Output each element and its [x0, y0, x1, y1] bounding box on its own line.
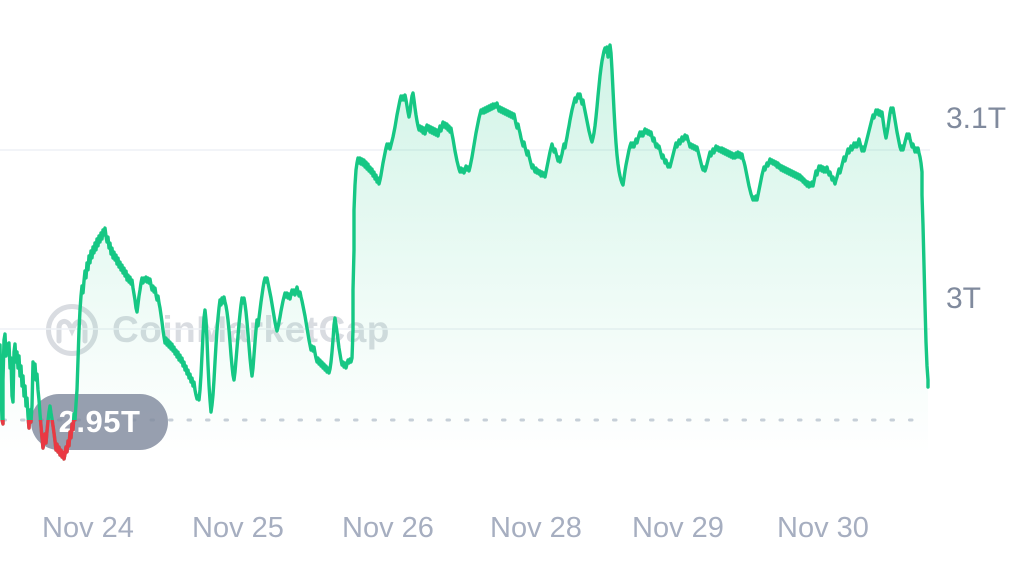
- price-line: [0, 43, 930, 461]
- x-axis-label: Nov 30: [777, 512, 869, 544]
- y-axis-label: 3.1T: [946, 102, 1007, 135]
- x-axis-label: Nov 24: [42, 512, 134, 544]
- x-axis-label: Nov 28: [490, 512, 582, 544]
- y-axis-label: 3T: [946, 282, 982, 315]
- x-axis-label: Nov 26: [342, 512, 434, 544]
- price-line-below-reference: [0, 420, 77, 461]
- x-axis-label: Nov 25: [192, 512, 284, 544]
- x-axis-label: Nov 29: [632, 512, 724, 544]
